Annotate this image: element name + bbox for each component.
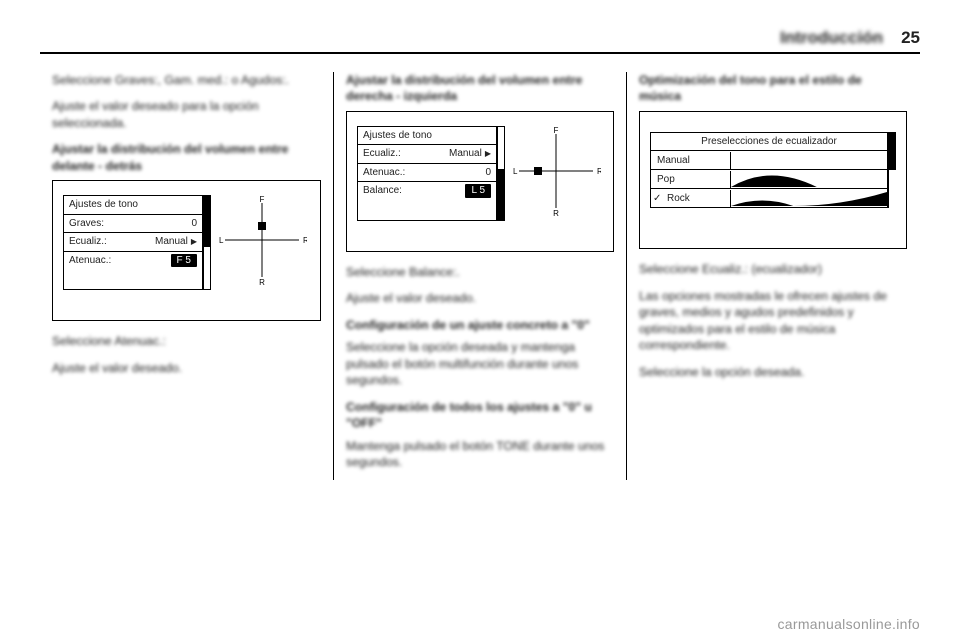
eq-preset-list: Preselecciones de ecualizador Manual Pop bbox=[650, 132, 888, 209]
scrollbar bbox=[888, 132, 896, 209]
balance-fader-diagram: F R L R bbox=[217, 195, 307, 290]
list-title: Ajustes de tono bbox=[64, 196, 202, 215]
text-block: Ajuste el valor deseado para la opción s… bbox=[52, 98, 321, 131]
svg-text:F: F bbox=[260, 195, 265, 204]
equalizer-presets-screenshot: Preselecciones de ecualizador Manual Pop bbox=[639, 111, 907, 250]
section-heading: Ajustar la distribución del volumen entr… bbox=[346, 72, 614, 105]
scrollbar-thumb bbox=[498, 169, 504, 220]
list-title: Preselecciones de ecualizador bbox=[651, 133, 887, 152]
scrollbar bbox=[497, 126, 505, 221]
svg-text:R: R bbox=[553, 209, 559, 216]
text-block: Seleccione la opción deseada y mantenga … bbox=[346, 339, 614, 388]
list-row: Balance: L 5 bbox=[358, 182, 496, 200]
list-row: Ecualiz.: Manual▶ bbox=[64, 233, 202, 252]
list-row: Graves: 0 bbox=[64, 215, 202, 234]
column-2: Ajustar la distribución del volumen entr… bbox=[333, 72, 626, 480]
svg-text:L: L bbox=[219, 236, 224, 245]
text-block: Seleccione Atenuac.: bbox=[52, 333, 321, 349]
svg-text:L: L bbox=[513, 167, 518, 176]
tone-settings-screenshot-1: Ajustes de tono Graves: 0 Ecualiz.: Manu… bbox=[52, 180, 321, 321]
column-3: Optimización del tono para el estilo de … bbox=[626, 72, 919, 480]
text-block: Seleccione la opción deseada. bbox=[639, 364, 907, 380]
text-block: Ajuste el valor deseado. bbox=[52, 360, 321, 376]
svg-text:R: R bbox=[259, 278, 265, 285]
settings-list: Ajustes de tono Graves: 0 Ecualiz.: Manu… bbox=[63, 195, 203, 290]
watermark: carmanualsonline.info bbox=[778, 616, 921, 632]
list-row-selected: Rock bbox=[651, 189, 887, 207]
tone-settings-screenshot-2: Ajustes de tono Ecualiz.: Manual▶ Atenua… bbox=[346, 111, 614, 252]
svg-text:R: R bbox=[597, 167, 601, 176]
page-header: Introducción 25 bbox=[40, 28, 920, 54]
balance-fader-diagram: F R L R bbox=[511, 126, 601, 221]
text-block: Las opciones mostradas le ofrecen ajuste… bbox=[639, 288, 907, 354]
chevron-right-icon: ▶ bbox=[485, 149, 491, 160]
list-row: Ecualiz.: Manual▶ bbox=[358, 145, 496, 164]
text-block: Seleccione Graves:, Gam. med.: o Agudos:… bbox=[52, 72, 321, 88]
content-columns: Seleccione Graves:, Gam. med.: o Agudos:… bbox=[40, 72, 920, 480]
header-title: Introducción bbox=[780, 28, 883, 48]
list-row: Manual bbox=[651, 151, 887, 170]
section-heading: Optimización del tono para el estilo de … bbox=[639, 72, 907, 105]
text-block: Seleccione Ecualiz.: (ecualizador) bbox=[639, 261, 907, 277]
list-row: Pop bbox=[651, 170, 887, 189]
svg-text:R: R bbox=[303, 236, 307, 245]
list-row: Atenuac.: F 5 bbox=[64, 252, 202, 270]
section-heading: Configuración de un ajuste concreto a "0… bbox=[346, 317, 614, 333]
column-1: Seleccione Graves:, Gam. med.: o Agudos:… bbox=[40, 72, 333, 480]
header-page-number: 25 bbox=[901, 28, 920, 48]
manual-page: Introducción 25 Seleccione Graves:, Gam.… bbox=[0, 0, 960, 642]
text-block: Mantenga pulsado el botón TONE durante u… bbox=[346, 438, 614, 471]
scrollbar bbox=[203, 195, 211, 290]
text-block: Seleccione Balance:. bbox=[346, 264, 614, 280]
scrollbar-thumb bbox=[204, 196, 210, 247]
list-title: Ajustes de tono bbox=[358, 127, 496, 146]
section-heading: Ajustar la distribución del volumen entr… bbox=[52, 141, 321, 174]
list-row: Atenuac.: 0 bbox=[358, 164, 496, 183]
section-heading: Configuración de todos los ajustes a "0"… bbox=[346, 399, 614, 432]
settings-list: Ajustes de tono Ecualiz.: Manual▶ Atenua… bbox=[357, 126, 497, 221]
scrollbar-thumb bbox=[889, 132, 896, 170]
svg-text:F: F bbox=[554, 126, 559, 135]
chevron-right-icon: ▶ bbox=[191, 237, 197, 248]
text-block: Ajuste el valor deseado. bbox=[346, 290, 614, 306]
